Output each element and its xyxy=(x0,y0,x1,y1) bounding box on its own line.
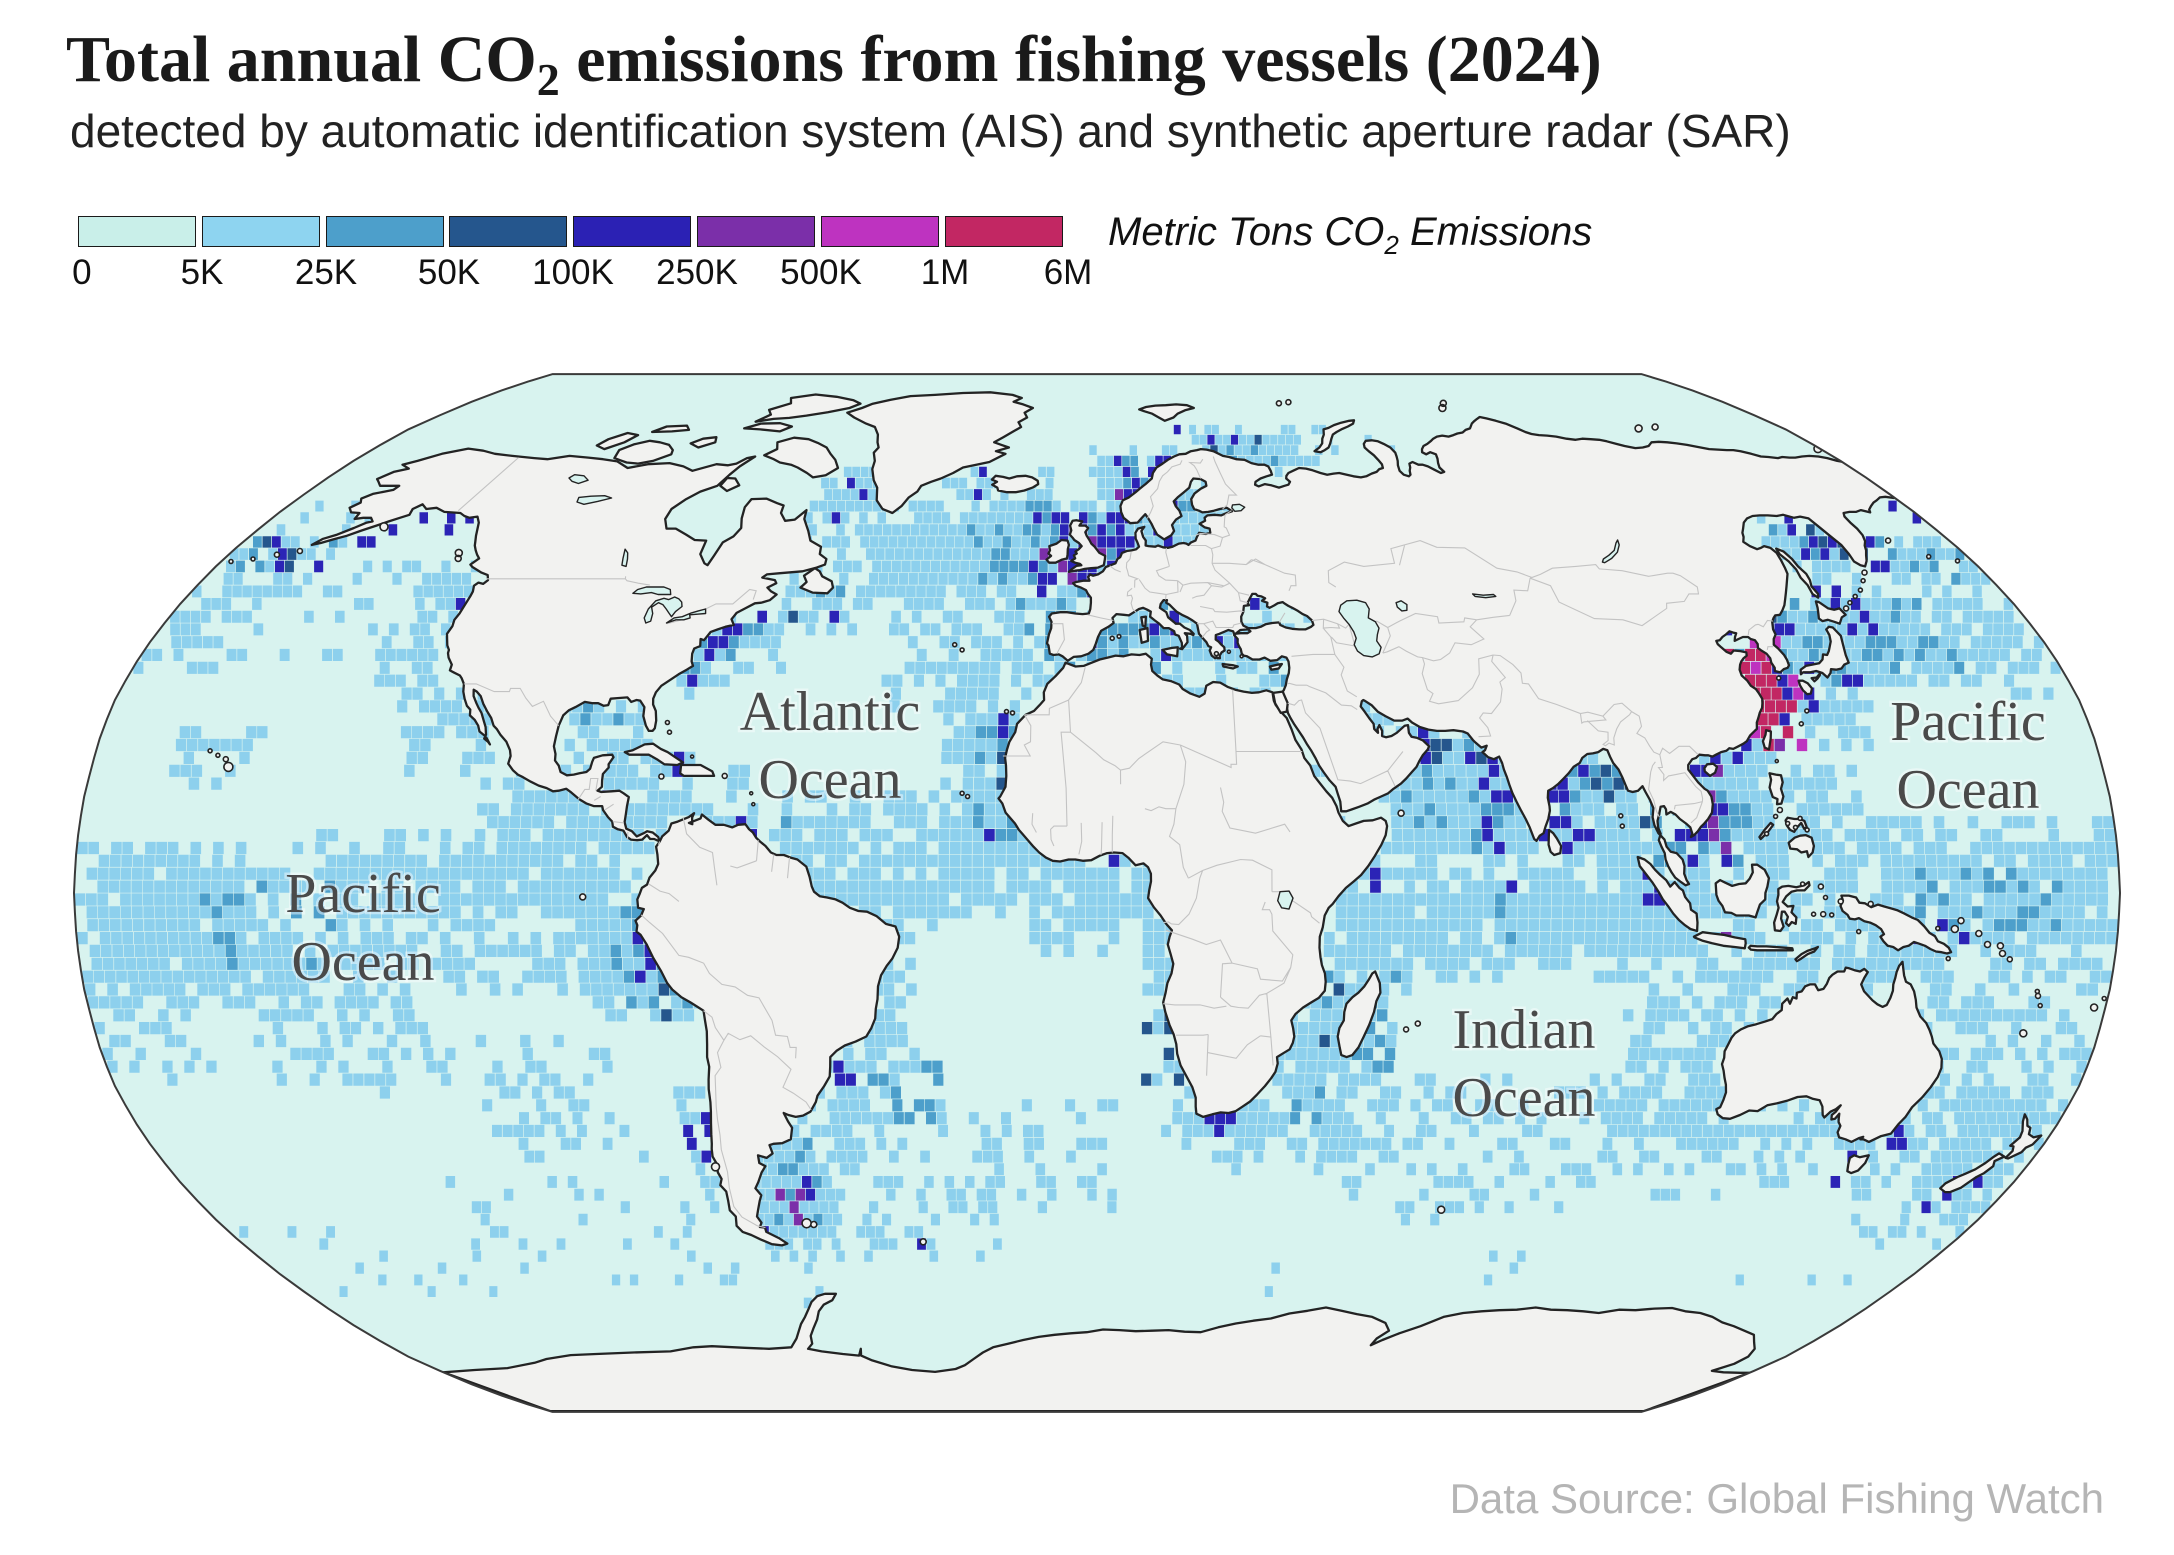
svg-text:Atlantic: Atlantic xyxy=(740,681,920,743)
svg-text:Pacific: Pacific xyxy=(285,863,440,925)
svg-text:Indian: Indian xyxy=(1452,999,1595,1061)
svg-text:Ocean: Ocean xyxy=(1896,759,2039,821)
svg-text:Ocean: Ocean xyxy=(1452,1067,1595,1129)
svg-text:Ocean: Ocean xyxy=(291,931,434,993)
svg-text:Ocean: Ocean xyxy=(758,749,901,811)
svg-text:Pacific: Pacific xyxy=(1890,691,2045,753)
